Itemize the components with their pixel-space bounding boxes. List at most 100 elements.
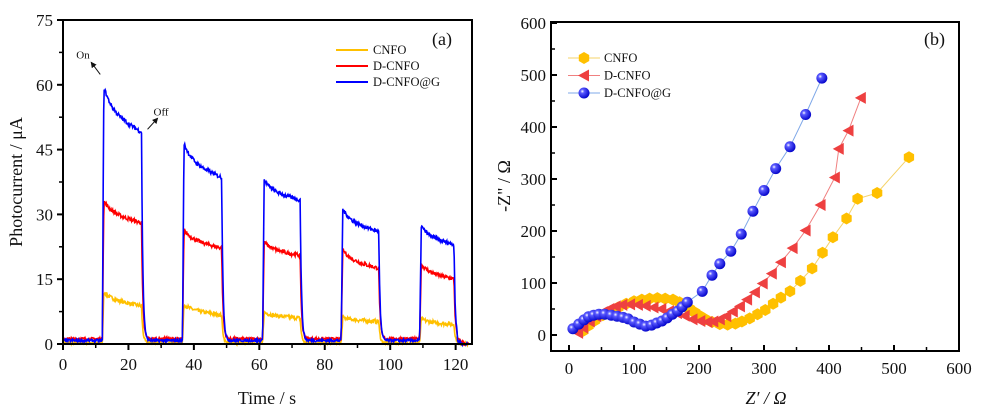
panel-a-y-tick-label: 15 <box>36 270 53 289</box>
panel-b-data-point <box>817 246 828 259</box>
panel-a-y-axis-title: Photocurrent / μA <box>6 117 26 247</box>
panel-b-x-tick-label: 100 <box>621 359 647 378</box>
panel-b-data-point <box>758 184 770 196</box>
panel-b-data-point <box>609 300 621 313</box>
panel-b-series-line <box>577 97 862 334</box>
panel-a-y-tick-label: 0 <box>45 335 54 354</box>
off-annotation: Off <box>154 106 169 118</box>
panel-b-y-axis-title: -Z" / Ω <box>494 160 514 212</box>
panel-b-data-point <box>770 163 782 175</box>
panel-b-data-point <box>706 269 718 281</box>
panel-b-data-point <box>624 298 636 311</box>
panel-b-data-point <box>616 298 628 311</box>
panel-b-data-point <box>775 291 787 304</box>
panel-a-x-tick-label: 120 <box>443 355 469 374</box>
panel-b-x-tick-label: 600 <box>946 359 972 378</box>
panel-a-legend-label: D-CNFO@G <box>373 75 440 89</box>
panel-b-data-point <box>767 297 779 310</box>
panel-b-y-tick-label: 100 <box>521 274 547 293</box>
panel-a-x-ticks: 0 20 40 60 80 100 120 <box>59 344 469 374</box>
panel-b-data-point <box>572 326 584 339</box>
panel-b-y-tick-label: 200 <box>521 222 547 241</box>
panel-b-data-point <box>639 299 651 312</box>
panel-b-x-ticks: 0 100 200 300 400 500 600 <box>565 345 972 378</box>
panel-b-series-cnfo <box>578 151 915 337</box>
panel-a-legend: CNFO D-CNFO D-CNFO@G <box>336 43 440 89</box>
panel-a-x-tick-label: 80 <box>316 355 333 374</box>
panel-b-data-point <box>733 300 745 313</box>
panel-b-y-tick-label: 500 <box>521 66 547 85</box>
panel-b-plot-frame <box>550 21 960 352</box>
panel-b-data-point <box>714 258 726 270</box>
panel-b-series-d-cnfo <box>572 91 866 339</box>
panel-b-data-point <box>720 310 732 323</box>
panel-b-data-point <box>747 205 759 217</box>
panel-b-data-point <box>832 142 844 155</box>
panel-b-data-point <box>871 187 883 199</box>
panel-a-annotations: On Off <box>76 49 169 130</box>
panel-a-y-tick-label: 30 <box>36 205 53 224</box>
panel-b-data-point <box>852 192 863 205</box>
panel-b-data-point <box>725 245 737 257</box>
panel-a-x-tick-label: 100 <box>377 355 403 374</box>
panel-a-x-axis-title: Time / s <box>238 388 296 408</box>
panel-b-x-tick-label: 500 <box>881 359 907 378</box>
panel-b-data-point <box>681 296 693 308</box>
panel-a-series-group <box>62 87 470 348</box>
panel-b-data-point <box>841 212 852 225</box>
panel-b-data-point <box>827 231 839 244</box>
panel-b-data-point <box>647 301 659 314</box>
panel-b-data-point <box>903 151 915 164</box>
panel-b-series-group <box>567 72 915 339</box>
panel-b-data-point <box>816 72 828 84</box>
panel-b-y-tick-label: 600 <box>521 14 547 33</box>
panel-a-series-d-cnfo <box>62 200 469 347</box>
panel-b-data-point <box>814 199 826 211</box>
panel-b-data-point <box>686 313 698 326</box>
panel-b-data-point <box>741 293 753 306</box>
panel-b-x-axis-title: Z′ / Ω <box>746 388 787 408</box>
panel-b-tag: (b) <box>924 29 945 50</box>
panel-a-y-tick-label: 45 <box>36 141 53 160</box>
panel-b-data-point <box>800 109 812 121</box>
panel-b-data-point <box>784 285 796 298</box>
panel-b-data-point <box>726 305 738 318</box>
panel-b-y-tick-label: 0 <box>538 326 547 345</box>
panel-b-data-point <box>678 309 690 322</box>
panel-b-data-point <box>786 242 798 255</box>
panel-b-x-tick-label: 400 <box>816 359 842 378</box>
panel-b-legend-label: CNFO <box>604 51 637 65</box>
panel-a-x-tick-label: 20 <box>120 355 137 374</box>
panel-b-data-point <box>842 124 854 137</box>
on-annotation: On <box>76 49 90 61</box>
panel-b-series-d-cnfo-g <box>567 72 828 335</box>
panel-a-x-tick-label: 40 <box>185 355 202 374</box>
panel-b-data-point <box>854 91 866 104</box>
panel-b-data-point <box>735 228 747 240</box>
panel-b-data-point <box>795 274 806 287</box>
panel-b-y-tick-label: 400 <box>521 118 547 137</box>
panel-b-data-point <box>655 303 667 315</box>
panel-b-x-tick-label: 200 <box>686 359 712 378</box>
panel-a-legend-label: CNFO <box>373 43 406 57</box>
panel-b-data-point <box>748 286 760 299</box>
panel-a-y-ticks: 0 15 30 45 60 75 <box>36 11 63 354</box>
on-arrow-icon <box>90 61 101 75</box>
panel-b-legend-label: D-CNFO@G <box>604 86 671 100</box>
panel-a-legend-label: D-CNFO <box>373 59 420 73</box>
panel-b-data-point <box>765 267 777 280</box>
panel-b-legend: CNFO D-CNFO D-CNFO@G <box>568 51 671 100</box>
panel-b-data-point <box>760 304 771 316</box>
panel-b-x-tick-label: 0 <box>565 359 574 378</box>
panel-b-legend-marker <box>578 69 589 82</box>
panel-b-data-point <box>694 314 706 327</box>
panel-b-data-point <box>799 224 811 237</box>
panel-a-x-tick-label: 0 <box>59 355 68 374</box>
panel-a-series-d-cnfo-g <box>62 87 470 348</box>
panel-a-y-tick-label: 75 <box>36 11 53 30</box>
off-arrow-icon <box>147 117 159 130</box>
panel-b-y-tick-label: 300 <box>521 170 547 189</box>
panel-a-y-tick-label: 60 <box>36 76 53 95</box>
panel-b-data-point <box>774 256 786 269</box>
